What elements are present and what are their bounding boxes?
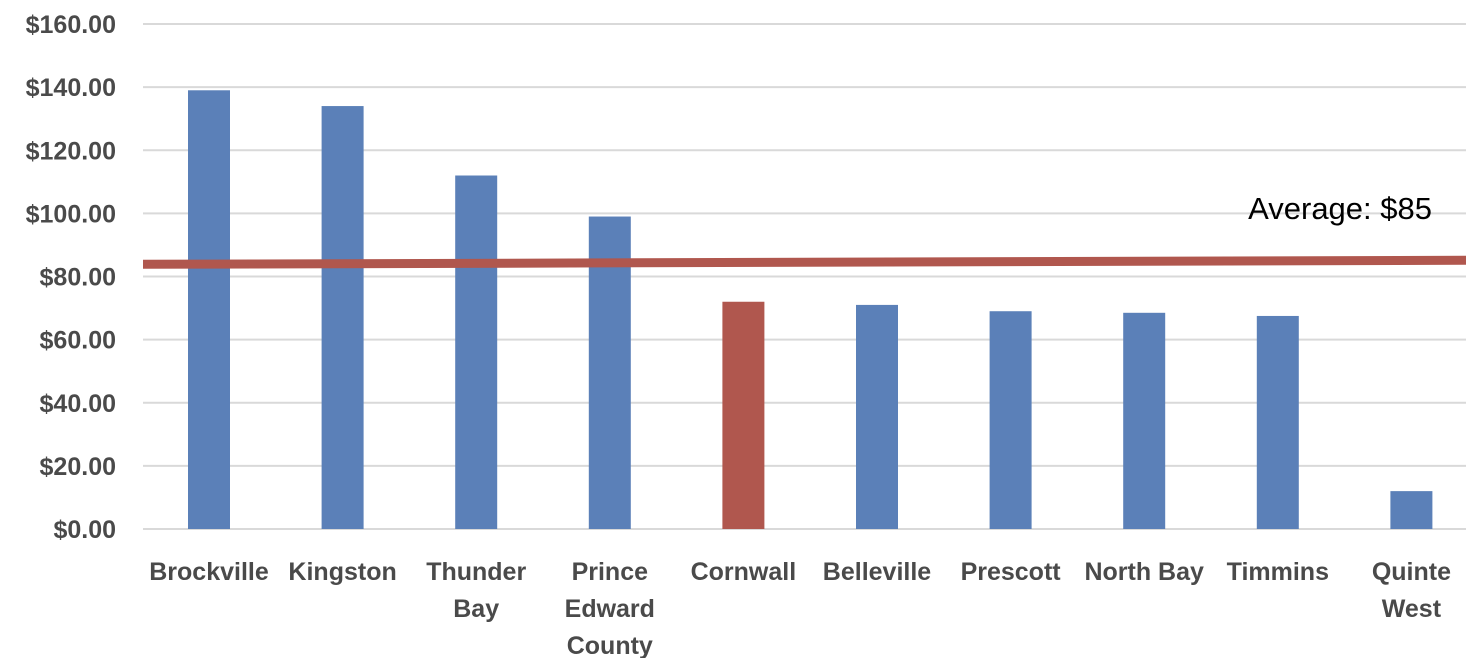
bar-prescott (989, 311, 1032, 529)
category-label: Brockville (149, 558, 269, 586)
category-label-line: Bay (453, 595, 499, 623)
bar-quinte-west (1390, 491, 1433, 529)
bar-cornwall (722, 301, 765, 529)
category-label: Thunder Bay (426, 558, 526, 623)
category-label: Prescott (961, 558, 1062, 586)
y-tick-label: $100.00 (26, 200, 116, 228)
bar-kingston (321, 106, 364, 529)
bar-brockville (188, 90, 230, 529)
category-label: North Bay (1084, 558, 1204, 586)
y-tick-label: $140.00 (26, 74, 116, 102)
category-label-line: Timmins (1227, 558, 1329, 586)
y-axis-tick-labels: $0.00 $20.00 $40.00 $60.00 $80.00 $100.00 $120… (26, 11, 116, 544)
category-label: Belleville (823, 558, 931, 586)
category-label: Kingston (288, 558, 396, 586)
y-tick-label: $60.00 (40, 327, 116, 355)
category-label: Prince Edward County (565, 558, 655, 658)
average-reference: Average: $85 (142, 191, 1466, 269)
bar-belleville (856, 304, 898, 529)
x-axis-category-labels: Brockville Kingston Thunder Bay Prince Edward… (149, 558, 1451, 658)
category-label-line: North Bay (1084, 558, 1204, 586)
category-label-line: Cornwall (691, 558, 797, 586)
category-label-line: Edward (565, 595, 655, 623)
category-label-line: Belleville (823, 558, 931, 586)
category-label: Quinte West (1372, 558, 1451, 623)
y-tick-label: $0.00 (53, 516, 116, 544)
bar-timmins (1256, 315, 1299, 529)
category-label-line: Thunder (426, 558, 526, 586)
average-line (142, 255, 1466, 269)
y-tick-label: $80.00 (40, 264, 116, 292)
category-label-line: Quinte (1372, 558, 1451, 586)
category-label-line: Prince (572, 558, 649, 586)
y-tick-label: $160.00 (26, 11, 116, 39)
category-label: Cornwall (691, 558, 797, 586)
bar-north-bay (1123, 312, 1166, 529)
y-tick-label: $40.00 (40, 390, 116, 418)
y-tick-label: $20.00 (40, 453, 116, 481)
bar-prince-edward-county (588, 216, 631, 529)
bars (188, 90, 1433, 529)
category-label: Timmins (1227, 558, 1329, 586)
average-label: Average: $85 (1248, 191, 1432, 226)
category-label-line: County (567, 632, 653, 658)
y-tick-label: $120.00 (26, 137, 116, 165)
bar-thunder-bay (455, 175, 498, 529)
category-label-line: Kingston (288, 558, 396, 586)
category-label-line: West (1382, 595, 1442, 623)
category-label-line: Prescott (961, 558, 1062, 586)
category-label-line: Brockville (149, 558, 269, 586)
